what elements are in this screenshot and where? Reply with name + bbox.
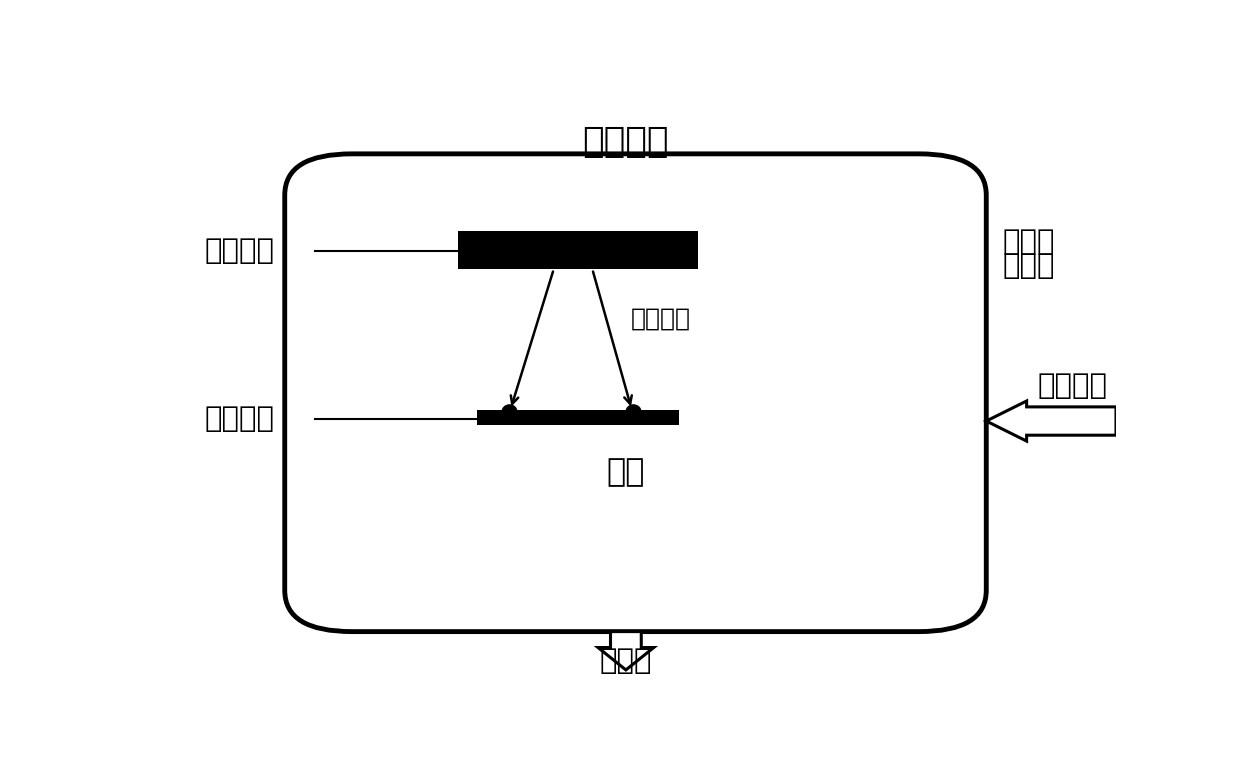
Text: 等离子体: 等离子体 — [631, 307, 691, 331]
Text: 真空泵: 真空泵 — [600, 647, 652, 675]
Text: 高纯溅: 高纯溅 — [1003, 228, 1055, 257]
Point — [622, 405, 642, 417]
FancyBboxPatch shape — [285, 154, 986, 632]
Text: 射铝靶: 射铝靶 — [1003, 252, 1055, 280]
Text: 反应气体: 反应气体 — [1038, 372, 1107, 400]
Text: 溅射电源: 溅射电源 — [205, 237, 275, 265]
Text: 真空腔体: 真空腔体 — [583, 125, 670, 159]
Point — [498, 405, 518, 417]
Bar — [458, 231, 698, 269]
FancyArrow shape — [598, 632, 653, 670]
Text: 基体: 基体 — [606, 457, 645, 488]
Bar — [477, 411, 678, 425]
FancyArrow shape — [986, 401, 1116, 441]
Text: 加热电源: 加热电源 — [205, 405, 275, 434]
